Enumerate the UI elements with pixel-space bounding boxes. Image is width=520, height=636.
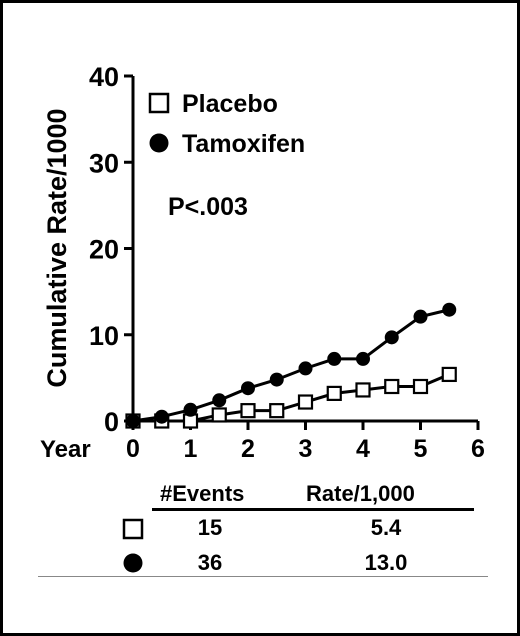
tamoxifen-point	[356, 351, 370, 366]
y-tick-label: 20	[89, 235, 119, 265]
tamoxifen-point	[212, 393, 227, 408]
series-layer	[125, 302, 457, 429]
y-tick-label: 0	[104, 407, 119, 437]
table-tamoxifen-marker	[123, 553, 143, 573]
x-tick-label: 6	[471, 435, 485, 463]
table-placebo-marker	[122, 518, 144, 540]
x-tick-label: 1	[184, 435, 198, 463]
legend-tamoxifen-marker	[149, 133, 169, 153]
y-axis-title: Cumulative Rate/1000	[42, 108, 72, 387]
tamoxifen-point	[126, 414, 140, 428]
x-axis-title: Year	[40, 436, 91, 463]
tamoxifen-point	[269, 372, 284, 387]
placebo-point	[240, 403, 256, 419]
placebo-point	[326, 385, 342, 401]
table-header-rule	[152, 508, 474, 511]
tamoxifen-point	[298, 361, 313, 376]
table-tamoxifen-rate: 13.0	[364, 550, 408, 575]
x-tick-label: 5	[414, 435, 428, 463]
table-tamoxifen-events: 36	[197, 550, 223, 575]
placebo-point	[412, 378, 429, 395]
tamoxifen-point	[327, 351, 342, 366]
table-placebo-rate: 5.4	[370, 515, 402, 540]
x-ticks: 0 1 2 3 4 5 6	[126, 421, 485, 463]
x-tick-label: 0	[126, 435, 140, 463]
y-tick-label: 40	[89, 62, 119, 92]
table-header-events: #Events	[160, 481, 245, 506]
placebo-point	[384, 378, 400, 395]
y-tick-label: 30	[89, 148, 119, 178]
legend: Placebo Tamoxifen	[148, 90, 305, 158]
table-placebo-events: 15	[197, 515, 223, 540]
tamoxifen-point	[413, 309, 428, 324]
legend-placebo-label: Placebo	[182, 90, 278, 118]
tamoxifen-point	[154, 409, 169, 424]
placebo-point	[441, 366, 457, 383]
tamoxifen-point	[442, 302, 457, 317]
placebo-point	[297, 394, 314, 410]
x-tick-label: 2	[241, 435, 255, 463]
tamoxifen-point	[384, 330, 399, 345]
x-tick-label: 3	[299, 435, 313, 463]
placebo-point	[355, 382, 371, 398]
table-bottom-rule	[38, 576, 488, 577]
x-tick-label: 4	[356, 435, 370, 463]
tamoxifen-point	[183, 402, 198, 417]
y-ticks: 0 10 20 30 40	[89, 62, 133, 437]
placebo-point	[211, 407, 227, 423]
placebo-point	[269, 403, 285, 419]
table-header-rate: Rate/1,000	[306, 481, 415, 506]
tamoxifen-point	[241, 381, 255, 396]
legend-placebo-marker	[148, 92, 170, 114]
legend-tamoxifen-label: Tamoxifen	[182, 130, 305, 158]
p-value-annotation: P<.003	[168, 193, 248, 221]
y-tick-label: 10	[89, 321, 119, 351]
